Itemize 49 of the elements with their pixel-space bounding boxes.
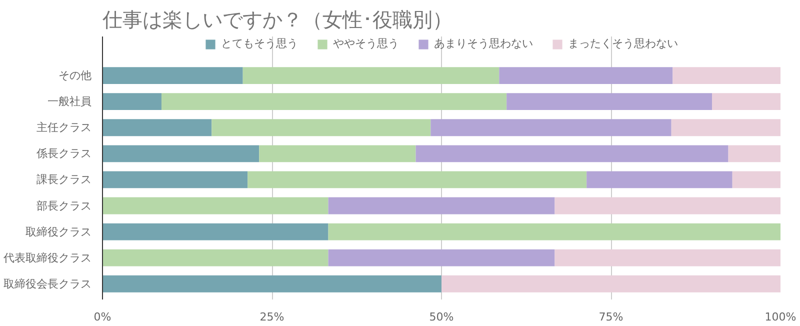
bar <box>671 119 780 136</box>
legend-label: ややそう思う <box>333 36 399 51</box>
y-tick-label: 部長クラス <box>36 199 92 212</box>
bar <box>212 119 431 136</box>
x-tick-label: 75% <box>598 310 624 324</box>
bar <box>102 249 328 266</box>
bar <box>161 93 507 110</box>
bar <box>102 93 162 110</box>
bar <box>554 249 780 266</box>
legend-label: あまりそう思わない <box>434 36 533 51</box>
bar <box>499 67 673 84</box>
bar <box>102 67 243 84</box>
bar <box>102 223 328 240</box>
bar <box>259 145 416 162</box>
bar <box>712 93 780 110</box>
y-tick-label: その他 <box>58 69 92 82</box>
y-tick-label: 取締役クラス <box>26 225 92 238</box>
y-tick-label: 一般社員 <box>48 95 92 108</box>
y-tick-label: 代表取締役クラス <box>2 251 92 264</box>
bar <box>242 67 500 84</box>
y-tick-label: 主任クラス <box>36 121 92 134</box>
y-tick-label: 取締役会長クラス <box>4 277 92 290</box>
bar <box>506 93 712 110</box>
bar <box>672 67 780 84</box>
bar <box>586 171 732 188</box>
legend-label: まったくそう思わない <box>568 36 678 51</box>
bar <box>732 171 780 188</box>
bar <box>102 171 248 188</box>
x-tick-label: 50% <box>429 310 454 324</box>
x-tick-label: 0% <box>94 310 112 324</box>
bar <box>102 145 260 162</box>
y-tick-label: 課長クラス <box>36 173 92 186</box>
bar <box>442 275 780 292</box>
bar <box>328 249 555 266</box>
y-tick-label: 係長クラス <box>36 147 92 160</box>
bar <box>102 119 212 136</box>
bar <box>430 119 672 136</box>
bar <box>102 275 442 292</box>
x-tick-label: 100% <box>764 310 796 324</box>
bar <box>416 145 728 162</box>
bar <box>248 171 587 188</box>
bar <box>554 197 780 214</box>
bar <box>102 197 328 214</box>
bar <box>328 197 555 214</box>
bar <box>328 223 780 240</box>
x-tick-label: 25% <box>260 310 284 324</box>
bar <box>728 145 780 162</box>
chart-title: 仕事は楽しいですか？（女性･役職別） <box>102 8 452 32</box>
legend-label: とてもそう思う <box>221 36 298 51</box>
